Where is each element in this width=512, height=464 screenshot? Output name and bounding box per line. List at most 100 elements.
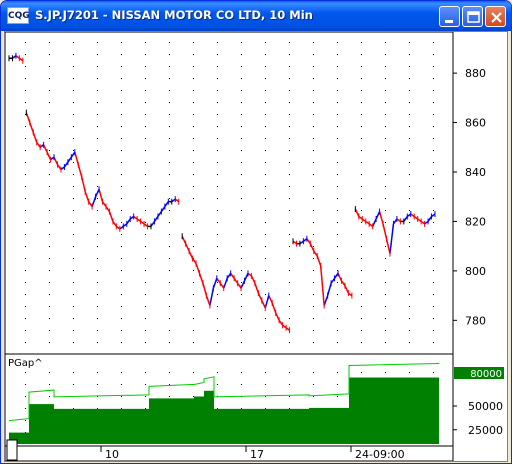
grid-dot bbox=[313, 150, 314, 151]
price-line-segment bbox=[285, 327, 290, 331]
grid-dot bbox=[121, 102, 122, 103]
grid-dot bbox=[217, 42, 218, 43]
last-value-label: 80000 bbox=[470, 369, 502, 380]
price-line-segment bbox=[378, 211, 384, 225]
grid-dot bbox=[73, 162, 74, 163]
grid-dot bbox=[25, 186, 26, 187]
minimize-button[interactable] bbox=[439, 6, 460, 27]
grid-dot bbox=[241, 174, 242, 175]
grid-dot bbox=[121, 294, 122, 295]
grid-dot bbox=[289, 90, 290, 91]
grid-dot bbox=[337, 54, 338, 55]
chart-canvas[interactable]: 880 860 840 820 800 780 PGap^ 25000 50000 8000… bbox=[5, 32, 507, 461]
grid-dot bbox=[289, 78, 290, 79]
grid-dot bbox=[193, 78, 194, 79]
grid-dot bbox=[169, 78, 170, 79]
price-line-segment bbox=[333, 272, 339, 279]
grid-dot bbox=[169, 396, 170, 397]
grid-dot bbox=[265, 42, 266, 43]
grid-dot bbox=[313, 114, 314, 115]
grid-dot bbox=[385, 246, 386, 247]
grid-dot bbox=[241, 222, 242, 223]
maximize-button[interactable] bbox=[462, 6, 483, 27]
grid-dot bbox=[385, 138, 386, 139]
price-line-segment bbox=[385, 238, 391, 254]
grid-dot bbox=[193, 138, 194, 139]
grid-dot bbox=[265, 54, 266, 55]
price-line-segment bbox=[32, 132, 38, 143]
indicator-bar bbox=[29, 404, 54, 444]
grid-dot bbox=[73, 318, 74, 319]
price-line-segment bbox=[12, 55, 17, 59]
price-line-segment bbox=[205, 295, 211, 306]
price-line-segment bbox=[240, 280, 246, 289]
grid-dot bbox=[433, 78, 434, 79]
grid-dot bbox=[241, 342, 242, 343]
grid-dot bbox=[385, 342, 386, 343]
grid-dot bbox=[145, 294, 146, 295]
close-button[interactable] bbox=[485, 6, 506, 27]
price-line-segment bbox=[417, 218, 422, 223]
grid-dot bbox=[265, 174, 266, 175]
grid-dot bbox=[313, 66, 314, 67]
grid-dot bbox=[217, 114, 218, 115]
grid-dot bbox=[121, 270, 122, 271]
grid-dot bbox=[433, 150, 434, 151]
grid-dot bbox=[97, 90, 98, 91]
chart-area[interactable]: 880 860 840 820 800 780 PGap^ 25000 50000 8000… bbox=[4, 31, 508, 462]
grid-dot bbox=[97, 330, 98, 331]
grid-dot bbox=[25, 126, 26, 127]
price-line-segment bbox=[392, 218, 398, 225]
grid-dot bbox=[385, 222, 386, 223]
grid-dot bbox=[385, 162, 386, 163]
price-line-segment bbox=[420, 220, 426, 225]
grid-dot bbox=[169, 258, 170, 259]
grid-dot bbox=[25, 420, 26, 421]
grid-dot bbox=[241, 186, 242, 187]
price-line-segment bbox=[431, 213, 436, 218]
price-tick-label: 800 bbox=[465, 265, 486, 278]
grid-dot bbox=[73, 342, 74, 343]
price-line-segment bbox=[153, 216, 159, 222]
grid-dot bbox=[313, 258, 314, 259]
grid-dot bbox=[145, 126, 146, 127]
price-line-segment bbox=[371, 218, 377, 227]
grid-dot bbox=[385, 66, 386, 67]
grid-dot bbox=[193, 186, 194, 187]
cqg-app-icon[interactable]: CQG bbox=[7, 7, 30, 24]
grid-dot bbox=[121, 408, 122, 409]
price-tick-label: 880 bbox=[465, 67, 486, 80]
price-line-segment bbox=[129, 215, 135, 220]
grid-dot bbox=[25, 198, 26, 199]
grid-dot bbox=[169, 114, 170, 115]
grid-dot bbox=[217, 384, 218, 385]
title-bar[interactable]: CQG S.JP.J7201 - NISSAN MOTOR CO LTD, 10… bbox=[1, 1, 511, 31]
price-line-segment bbox=[344, 285, 350, 294]
time-axis bbox=[5, 445, 454, 461]
price-line-segment bbox=[264, 295, 270, 309]
grid-dot bbox=[289, 396, 290, 397]
price-line-segment bbox=[105, 206, 111, 212]
price-line-segment bbox=[164, 201, 169, 208]
grid-dot bbox=[337, 306, 338, 307]
price-line-segment bbox=[216, 277, 221, 284]
grid-dot bbox=[97, 342, 98, 343]
grid-dot bbox=[337, 162, 338, 163]
grid-dot bbox=[49, 222, 50, 223]
grid-dot bbox=[145, 234, 146, 235]
price-line-segment bbox=[157, 211, 163, 217]
grid-dot bbox=[121, 78, 122, 79]
grid-dot bbox=[361, 78, 362, 79]
grid-dot bbox=[121, 90, 122, 91]
grid-dot bbox=[25, 330, 26, 331]
grid-dot bbox=[241, 246, 242, 247]
grid-dot bbox=[25, 222, 26, 223]
grid-dot bbox=[121, 396, 122, 397]
price-line-segment bbox=[184, 243, 190, 252]
grid-dot bbox=[145, 66, 146, 67]
grid-dot bbox=[193, 174, 194, 175]
scroll-handle[interactable] bbox=[6, 439, 18, 461]
price-line-segment bbox=[233, 277, 239, 284]
grid-dot bbox=[361, 210, 362, 211]
grid-dot bbox=[385, 270, 386, 271]
